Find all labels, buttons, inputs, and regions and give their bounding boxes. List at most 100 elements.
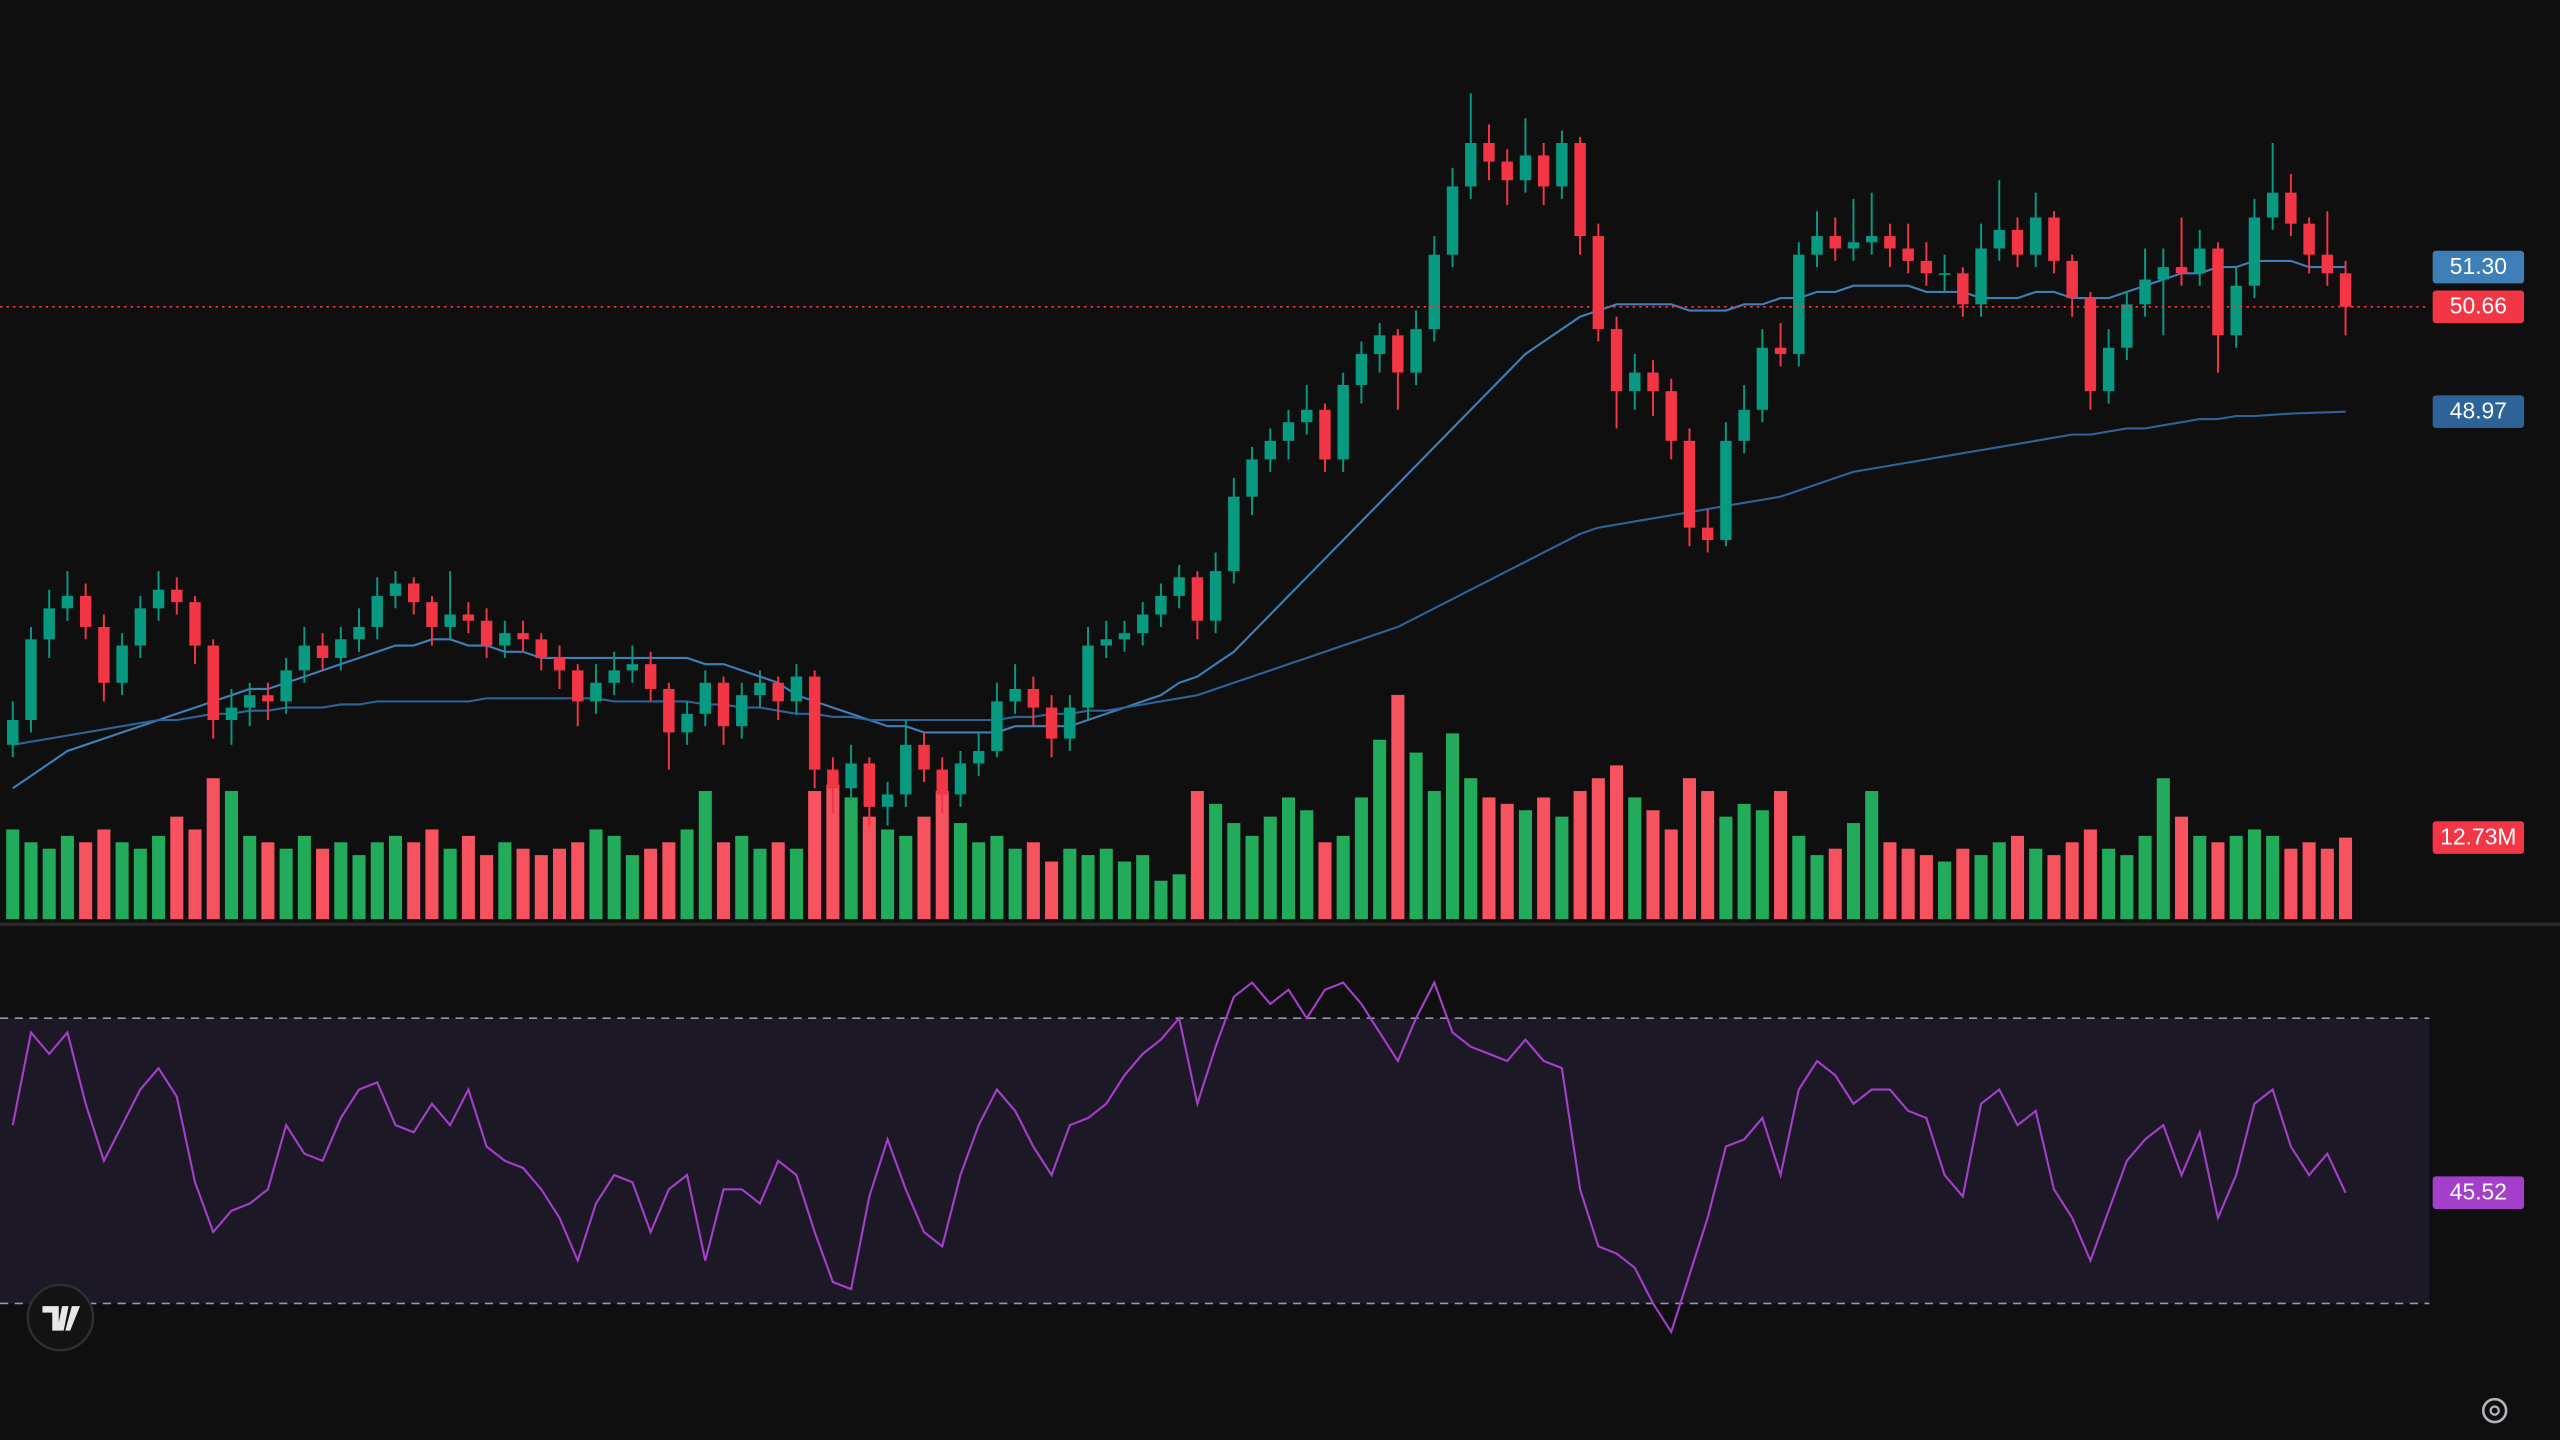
- volume-bar: [42, 848, 56, 920]
- volume-bar: [370, 842, 384, 920]
- candle-body: [207, 645, 219, 720]
- candle-body: [827, 769, 839, 789]
- volume-bar: [2138, 835, 2152, 920]
- volume-bar: [1281, 797, 1296, 920]
- candle-body: [1282, 422, 1295, 441]
- candle-body: [918, 744, 930, 770]
- candle-body: [2266, 192, 2279, 218]
- volume-bar: [571, 842, 585, 920]
- candle-body: [2339, 273, 2352, 307]
- candle-body: [2102, 347, 2115, 392]
- volume-bar: [717, 842, 731, 920]
- volume-bar: [662, 842, 676, 920]
- candle-body: [1173, 577, 1185, 596]
- plot: [0, 93, 2430, 1335]
- candle-body: [717, 682, 730, 727]
- candle-body: [1865, 236, 1878, 243]
- volume-bar: [1008, 848, 1022, 920]
- candle-body: [243, 695, 256, 708]
- volume-bar: [461, 835, 475, 920]
- candle-body: [2048, 217, 2060, 261]
- candle-body: [316, 645, 329, 658]
- candle-body: [2121, 304, 2133, 348]
- volume-bar: [498, 842, 512, 920]
- volume-bar: [2339, 837, 2353, 920]
- candle-body: [644, 664, 657, 689]
- candle-body: [1301, 409, 1313, 423]
- volume-bar: [1828, 848, 1842, 920]
- candle-body: [2011, 229, 2024, 255]
- candle-body: [1537, 155, 1550, 187]
- candle-body: [2084, 298, 2097, 392]
- candle-body: [2157, 267, 2170, 280]
- candle-body: [2139, 279, 2151, 305]
- candle-body: [881, 794, 894, 807]
- volume-bar: [2102, 848, 2116, 920]
- volume-bar: [261, 842, 275, 920]
- candle-body: [79, 595, 92, 627]
- volume-bar: [2029, 848, 2043, 920]
- candle-body: [1920, 260, 1933, 274]
- volume-bar: [1209, 803, 1223, 920]
- candle-body: [1337, 384, 1349, 460]
- axis: 51.30 48.97 50.66 12.73M 45.52: [2432, 250, 2525, 1210]
- volume-bar: [1846, 823, 1861, 920]
- volume-bar: [1336, 835, 1350, 920]
- volume-bar: [534, 855, 548, 920]
- volume-bar: [2302, 842, 2316, 920]
- volume-value-label: 12.73M: [2440, 823, 2516, 849]
- candle-body: [1847, 242, 1860, 249]
- volume-bar: [1263, 816, 1277, 920]
- volume-bar: [297, 835, 311, 920]
- candle-body: [499, 633, 511, 646]
- candle-body: [2248, 217, 2261, 286]
- volume-bar: [1938, 861, 1952, 920]
- candle-body: [590, 682, 602, 702]
- candle-body: [626, 664, 639, 671]
- last-price-label: 50.66: [2450, 293, 2507, 319]
- logo[interactable]: [26, 1283, 95, 1352]
- volume-bar: [2229, 835, 2243, 920]
- candle-body: [480, 620, 493, 646]
- volume-bar: [1081, 855, 1095, 920]
- rsi-line: [11, 979, 2347, 1335]
- candle-body: [1027, 688, 1040, 708]
- rsi-value-label-bg: [2432, 1176, 2525, 1210]
- volume-bar: [1099, 848, 1113, 920]
- volume-bar: [79, 842, 93, 920]
- volume-bar: [1172, 874, 1186, 920]
- candle-body: [1501, 161, 1513, 181]
- candle-body: [43, 608, 55, 640]
- volume-bar: [2247, 829, 2261, 920]
- volume-bar: [552, 848, 567, 920]
- candle-body: [25, 639, 37, 720]
- candle-body: [699, 682, 712, 714]
- volume-bar: [1774, 791, 1788, 920]
- candle-body: [1993, 229, 2005, 249]
- volume-bar: [6, 829, 20, 920]
- volume-bar: [1883, 842, 1897, 920]
- candle-body: [1264, 440, 1276, 460]
- candle-body: [2212, 248, 2224, 336]
- volume-bar: [1992, 842, 2006, 920]
- volume-bar: [206, 778, 220, 920]
- candle-body: [863, 763, 876, 807]
- settings-icon[interactable]: [2481, 1397, 2508, 1424]
- volume-bar: [279, 848, 293, 920]
- volume-bar: [1737, 803, 1751, 920]
- volume-bar: [2211, 842, 2225, 920]
- volume-bar: [1318, 842, 1332, 920]
- volume-bar: [152, 835, 166, 920]
- candle-body: [808, 676, 821, 770]
- candle-body: [790, 676, 803, 702]
- candle-body: [2303, 223, 2315, 255]
- volume-bar: [133, 848, 147, 920]
- candle-body: [608, 670, 620, 683]
- volume-bar: [935, 791, 949, 920]
- candle-body: [1720, 440, 1732, 541]
- candle-body: [1938, 273, 1951, 275]
- volume-bar: [1810, 855, 1824, 920]
